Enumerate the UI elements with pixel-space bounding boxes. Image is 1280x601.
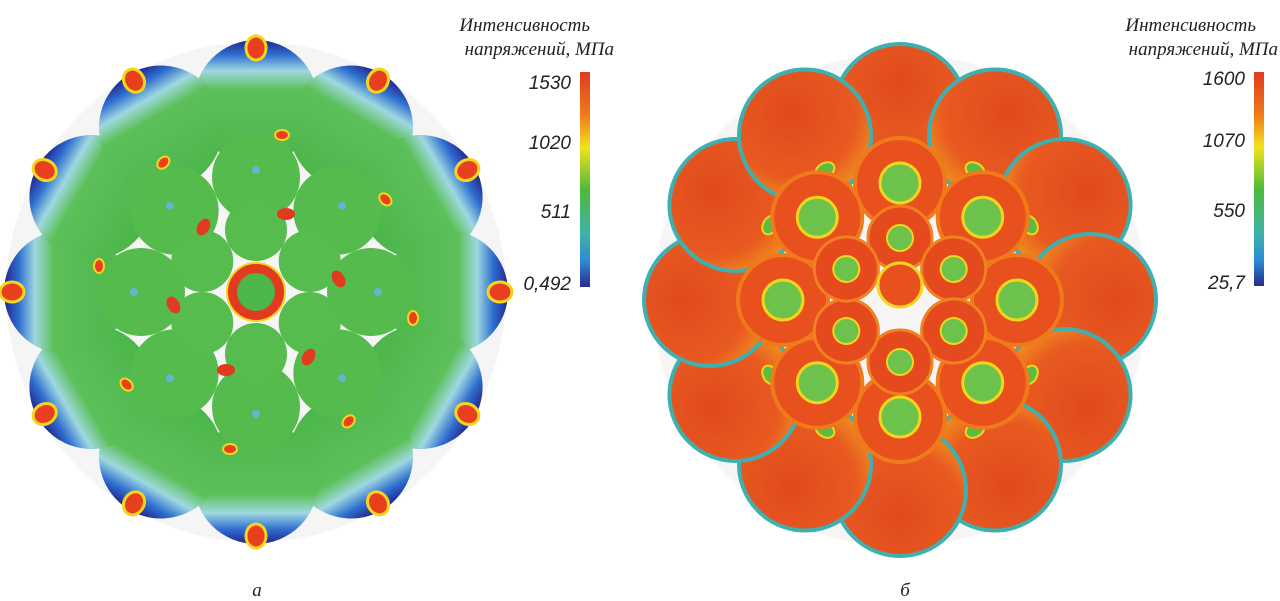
colorbar-tick-label: 1530 (529, 73, 572, 94)
colorbar-tick-label: 25,7 (1207, 273, 1246, 294)
figure: Интенсивность напряжений, МПа 1530 1020 … (0, 0, 1280, 601)
colorbar-title: напряжений, МПа (1129, 39, 1278, 60)
colorbar-title: Интенсивность (1124, 15, 1256, 36)
contour-plot-b (644, 44, 1156, 556)
colorbar (1254, 72, 1264, 286)
colorbar-b: Интенсивность напряжений, МПа 1600 1070 … (1124, 15, 1278, 294)
colorbar-tick-label: 550 (1213, 201, 1245, 222)
colorbar-tick-label: 1600 (1203, 69, 1246, 90)
panel-label: б (900, 580, 911, 601)
colorbar-tick-label: 0,492 (523, 274, 571, 295)
colorbar (580, 72, 590, 287)
colorbar-title: напряжений, МПа (465, 39, 614, 60)
contour-plot-a (0, 36, 512, 548)
colorbar-tick-label: 1020 (529, 133, 572, 154)
colorbar-tick-label: 1070 (1203, 131, 1246, 152)
panel-label: а (252, 580, 262, 601)
colorbar-title: Интенсивность (458, 15, 590, 36)
colorbar-tick-label: 511 (541, 202, 571, 223)
